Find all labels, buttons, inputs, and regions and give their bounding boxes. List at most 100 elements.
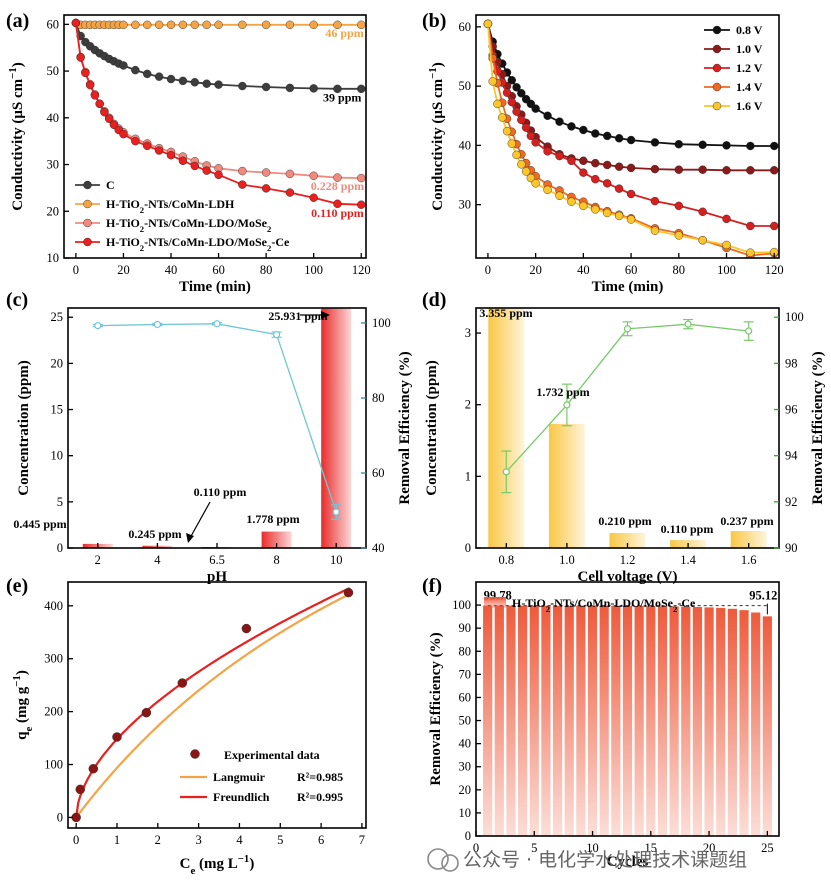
series-b-point [626, 189, 636, 199]
bar-f [552, 605, 563, 836]
series-a-point [309, 171, 318, 180]
panel-a-ytick-label: 60 [47, 17, 60, 31]
series-a-point [333, 199, 342, 208]
panel-b-xtick-label: 40 [577, 263, 590, 277]
series-a-point [309, 84, 318, 93]
panel-e-frame [67, 581, 367, 829]
bar-f [762, 616, 772, 836]
series-a-point [131, 65, 140, 75]
panel-b-xtick-label: 60 [625, 263, 638, 277]
bar-value-label-d: 0.110 ppm [661, 522, 714, 536]
series-b-point [507, 75, 516, 85]
series-a-point [238, 81, 247, 91]
series-b-point [493, 99, 502, 109]
series-b-point [526, 173, 536, 183]
panel-f-xtick-label: 25 [761, 841, 774, 855]
legend-a-marker [83, 199, 92, 209]
panel-f-xlabel: Cycles [607, 854, 649, 870]
bar-value-label-d: 1.732 ppm [536, 385, 589, 399]
series-a-point [202, 20, 211, 30]
series-a-point [261, 82, 271, 92]
series-a-point [238, 166, 247, 176]
series-b-point [579, 156, 588, 166]
series-b-point [498, 113, 507, 122]
panel-a-annotation: 0.228 ppm [311, 179, 364, 193]
panel-a-ytick-label: 30 [47, 158, 60, 172]
panel-f-ytick-label: 70 [459, 667, 472, 681]
series-a-point [178, 20, 188, 30]
efficiency-point-c [273, 331, 281, 339]
bar-f [564, 605, 574, 836]
panel-a-ytick-label: 40 [47, 111, 60, 125]
series-a-line [75, 22, 362, 90]
legend-b-label: 1.4 V [736, 80, 763, 94]
panel-a-xtick-label: 0 [73, 263, 79, 277]
panel-c-xtick-label: 4 [154, 553, 161, 567]
panel-f-ytick-label: 90 [459, 621, 472, 635]
panel-e-xtick-label: 3 [196, 833, 202, 847]
efficiency-point-d [623, 325, 632, 333]
series-b-point [531, 138, 540, 147]
panel-b-plot [483, 19, 779, 258]
series-b-point [567, 197, 576, 206]
series-b-point [591, 174, 600, 184]
series-a-point [333, 173, 342, 182]
series-b-point [512, 83, 521, 92]
panel-f-xtick-label: 20 [703, 841, 716, 855]
series-a-point [95, 99, 104, 108]
legend-b-label: 1.0 V [736, 42, 763, 56]
panel-a-frame [63, 14, 367, 259]
legend-a-label: H-TiO2-NTs/CoMn-LDH [106, 197, 235, 215]
panel-a-ylabel: Conductivity (μS cm−1) [7, 62, 26, 210]
panel-a-tag: (a) [6, 10, 29, 32]
panel-d-y2tick-label: 90 [785, 541, 798, 555]
panel-b-xlabel: Time (min) [592, 279, 664, 295]
bar-d [488, 308, 525, 548]
legend-b-marker [712, 101, 722, 111]
efficiency-point-c [94, 322, 102, 330]
panel-f-xtick-label: 0 [473, 841, 479, 855]
bar-value-label-c: 0.445 ppm [13, 517, 66, 531]
panel-b-ylabel: Conductivity (μS cm−1) [427, 62, 446, 210]
series-a-point [333, 20, 342, 30]
panel-b-xtick-label: 120 [765, 263, 784, 277]
series-b-point [722, 166, 731, 175]
panel-a-annotation: 0.110 ppm [311, 206, 364, 220]
series-b-point [531, 179, 540, 188]
series-b-point [674, 140, 683, 149]
series-b-point [770, 141, 779, 151]
series-a-point [190, 78, 199, 87]
legend-b-label: 0.8 V [736, 23, 763, 37]
bar-f [506, 605, 516, 836]
series-b-point [614, 134, 624, 143]
series-a-point [285, 169, 295, 179]
panel-c-xtick-label: 2 [95, 553, 101, 567]
series-b-point [555, 117, 564, 126]
legend-a-marker [83, 180, 92, 190]
bar-value-label-c: 25.931 ppm [268, 309, 327, 323]
series-b-point [746, 221, 755, 231]
panel-f: (f) 0 5 10 15 20 25 0 10 20 30 40 50 60 70 80 90 100 Cycle… [422, 575, 780, 870]
series-b-point [591, 158, 600, 168]
panel-c-y2label: Removal Efficiency (%) [397, 351, 413, 504]
bar-f [587, 605, 598, 836]
panel-f-frame [475, 581, 780, 837]
panel-d-y2tick-label: 94 [785, 449, 798, 463]
panel-f-xtick-label: 5 [531, 841, 537, 855]
legend-b-marker [712, 25, 722, 35]
panel-d-y2label: Removal Efficiency (%) [810, 351, 826, 504]
panel-c-ytick-label: 10 [51, 449, 64, 463]
efficiency-point-d [684, 320, 692, 328]
series-b-point [555, 151, 564, 161]
bar-f [692, 606, 703, 836]
series-b-point [626, 215, 636, 224]
bar-value-label-c: 0.245 ppm [128, 527, 181, 541]
panel-c-ytick-label: 15 [51, 403, 64, 417]
panel-f-ytick-label: 30 [459, 760, 472, 774]
panel-e-ytick-label: 300 [44, 652, 63, 666]
wechat-icon [441, 854, 459, 872]
series-a-line [75, 22, 362, 179]
series-b-point [483, 19, 493, 29]
series-b-point [722, 141, 731, 150]
series-a-point [119, 20, 128, 30]
